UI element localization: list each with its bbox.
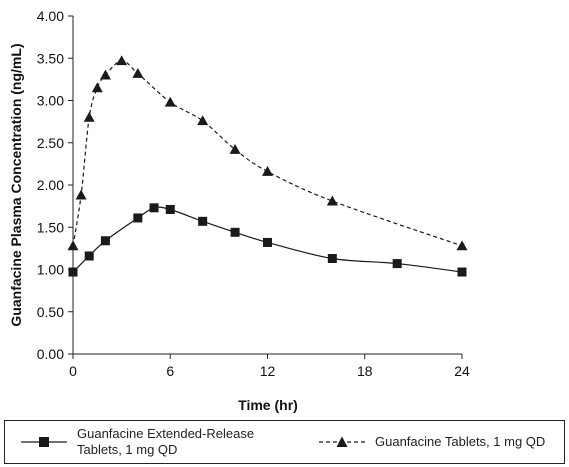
data-point-triangle [262, 165, 273, 176]
y-tick-label: 3.50 [37, 50, 64, 66]
data-point-square [165, 205, 175, 215]
legend-label-extended-release: Guanfacine Extended-Release Tablets, 1 m… [77, 426, 255, 457]
y-ticks: 0.00 0.50 1.00 1.50 2.00 2.50 3.00 3.50 4.00 [37, 8, 73, 362]
data-point-triangle [326, 195, 338, 206]
x-axis-title: Time (hr) [238, 397, 298, 413]
data-point-triangle [75, 189, 87, 200]
data-point-square [149, 203, 159, 213]
x-tick-label: 6 [166, 363, 174, 379]
x-tick-label: 24 [454, 363, 470, 379]
x-ticks: 0 6 12 18 24 [69, 354, 470, 379]
legend-label-tablets: Guanfacine Tablets, 1 mg QD [375, 434, 546, 449]
data-point-triangle [99, 69, 111, 80]
data-point-triangle [116, 55, 128, 66]
plot-area: 0.00 0.50 1.00 1.50 2.00 2.50 3.00 3.50 4.00 0 6 1… [37, 8, 470, 379]
series-line-tablets [72, 60, 463, 247]
y-tick-label: 0.50 [37, 304, 64, 320]
data-point-triangle [164, 96, 176, 107]
data-point-square [327, 254, 337, 264]
legend-swatch-triangle [319, 436, 365, 447]
data-point-triangle [197, 115, 209, 126]
data-point-triangle [91, 82, 103, 93]
data-point-triangle [67, 240, 79, 251]
data-point-square [230, 227, 240, 237]
data-point-square [198, 216, 208, 226]
y-tick-label: 4.00 [37, 8, 64, 24]
y-tick-label: 1.00 [37, 262, 64, 278]
data-point-square [133, 213, 143, 223]
x-tick-label: 0 [69, 363, 77, 379]
legend-item-tablets: Guanfacine Tablets, 1 mg QD [317, 421, 545, 463]
y-tick-label: 3.00 [37, 93, 64, 109]
legend-item-extended-release: Guanfacine Extended-Release Tablets, 1 m… [19, 421, 277, 463]
data-point-triangle [456, 240, 468, 251]
legend-swatch-square [21, 437, 67, 447]
x-tick-label: 18 [357, 363, 373, 379]
y-tick-label: 2.50 [37, 135, 64, 151]
x-tick-label: 12 [260, 363, 276, 379]
series-layer [67, 55, 468, 277]
legend: Guanfacine Extended-Release Tablets, 1 m… [4, 420, 565, 464]
data-point-triangle [229, 144, 241, 154]
data-point-triangle [83, 111, 95, 122]
data-point-square [457, 267, 467, 277]
data-point-square [263, 237, 272, 247]
data-point-square [392, 259, 402, 269]
data-point-square [100, 236, 110, 246]
data-point-square [84, 251, 94, 261]
chart: 0.00 0.50 1.00 1.50 2.00 2.50 3.00 3.50 4.00 0 6 1… [8, 8, 470, 413]
y-tick-label: 1.50 [37, 219, 64, 235]
data-point-square [68, 267, 78, 277]
y-axis-title: Guanfacine Plasma Concentration (ng/mL) [8, 43, 24, 326]
data-point-triangle [132, 67, 144, 78]
y-tick-label: 2.00 [37, 177, 64, 193]
y-tick-label: 0.00 [37, 346, 64, 362]
